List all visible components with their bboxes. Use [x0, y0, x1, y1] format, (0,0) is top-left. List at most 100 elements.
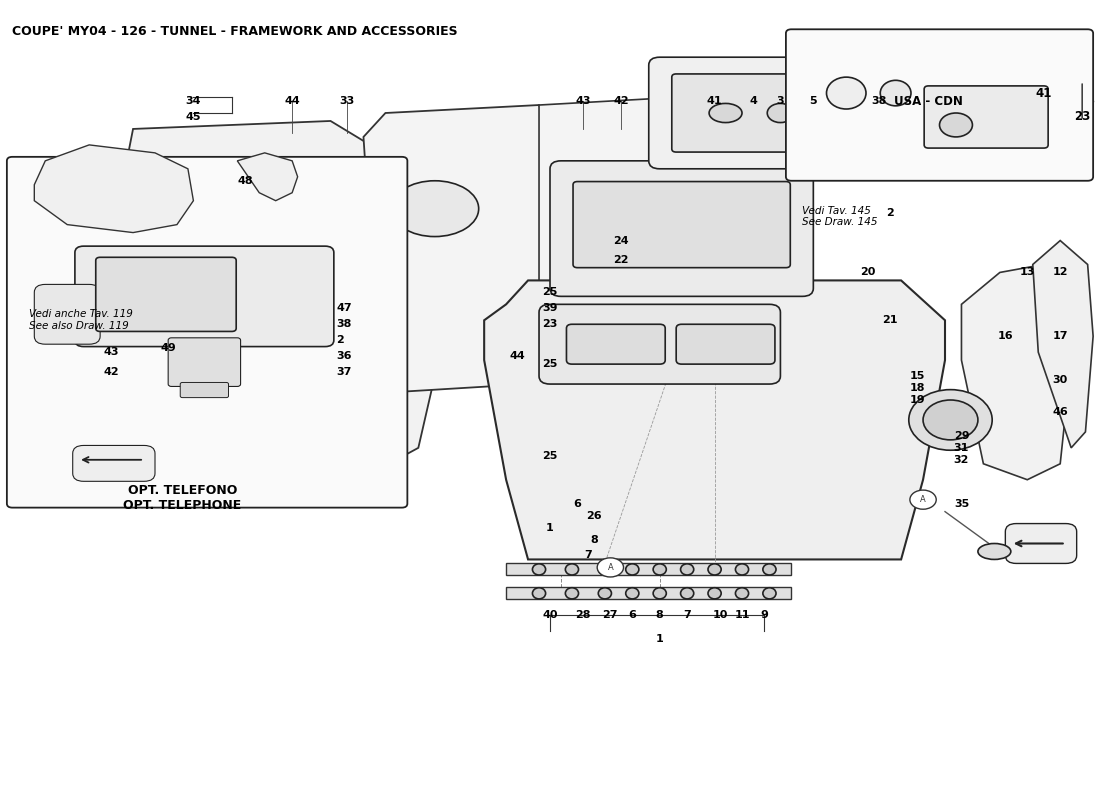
Text: 48: 48	[238, 176, 253, 186]
Text: 27: 27	[603, 610, 618, 620]
Ellipse shape	[909, 390, 992, 450]
Text: 38: 38	[336, 319, 351, 330]
Text: 46: 46	[1053, 407, 1068, 417]
Text: 9: 9	[760, 610, 768, 620]
FancyBboxPatch shape	[649, 57, 890, 169]
Text: 41: 41	[1035, 86, 1052, 99]
Ellipse shape	[763, 564, 776, 575]
Ellipse shape	[565, 564, 579, 575]
Text: A: A	[607, 563, 613, 572]
Text: 42: 42	[103, 367, 119, 377]
Ellipse shape	[681, 588, 694, 599]
Text: OPT. TELEFONO
OPT. TELEPHONE: OPT. TELEFONO OPT. TELEPHONE	[123, 484, 242, 512]
Text: ×: ×	[233, 367, 241, 377]
Text: 12: 12	[1053, 267, 1068, 278]
Ellipse shape	[681, 564, 694, 575]
Circle shape	[910, 490, 936, 510]
Text: 39: 39	[542, 303, 558, 314]
Ellipse shape	[598, 588, 612, 599]
FancyBboxPatch shape	[785, 30, 1093, 181]
Ellipse shape	[978, 543, 1011, 559]
Text: 11: 11	[735, 610, 750, 620]
Ellipse shape	[736, 564, 749, 575]
FancyBboxPatch shape	[96, 258, 236, 331]
Ellipse shape	[710, 103, 742, 122]
Text: 7: 7	[683, 610, 691, 620]
FancyBboxPatch shape	[1005, 523, 1077, 563]
Text: 2: 2	[887, 208, 894, 218]
Polygon shape	[1033, 241, 1093, 448]
FancyBboxPatch shape	[539, 304, 780, 384]
Ellipse shape	[626, 564, 639, 575]
FancyBboxPatch shape	[7, 157, 407, 508]
Ellipse shape	[532, 564, 546, 575]
Text: 49: 49	[161, 343, 176, 353]
Text: 8: 8	[590, 534, 597, 545]
Polygon shape	[506, 587, 791, 599]
Text: 25: 25	[542, 359, 558, 369]
Text: europares: europares	[571, 445, 793, 482]
Ellipse shape	[923, 400, 978, 440]
Text: 8: 8	[656, 610, 663, 620]
Text: 18: 18	[910, 383, 925, 393]
Text: 7: 7	[584, 550, 592, 561]
FancyBboxPatch shape	[180, 382, 229, 398]
Text: 5: 5	[810, 96, 817, 106]
Ellipse shape	[653, 588, 667, 599]
Text: 24: 24	[614, 235, 629, 246]
Ellipse shape	[708, 588, 722, 599]
Text: 23: 23	[542, 319, 558, 330]
Text: 2: 2	[336, 335, 344, 346]
Text: USA - CDN: USA - CDN	[894, 94, 962, 107]
Text: 43: 43	[575, 96, 591, 106]
Text: 16: 16	[998, 331, 1013, 342]
Ellipse shape	[565, 588, 579, 599]
Text: 20: 20	[860, 267, 876, 278]
Text: 44: 44	[284, 96, 300, 106]
Ellipse shape	[252, 362, 278, 382]
Text: 10: 10	[713, 610, 728, 620]
Ellipse shape	[736, 588, 749, 599]
Text: 42: 42	[614, 96, 629, 106]
Text: 1: 1	[656, 634, 663, 644]
Text: 21: 21	[882, 315, 898, 326]
FancyBboxPatch shape	[550, 161, 813, 296]
FancyBboxPatch shape	[566, 324, 666, 364]
Text: 26: 26	[586, 510, 602, 521]
Polygon shape	[961, 265, 1071, 480]
Text: 36: 36	[336, 351, 352, 361]
Text: 17: 17	[1053, 331, 1068, 342]
Text: A: A	[921, 495, 926, 504]
Ellipse shape	[626, 588, 639, 599]
Text: Vedi Tav. 145
See Draw. 145: Vedi Tav. 145 See Draw. 145	[802, 206, 878, 227]
Text: 41: 41	[707, 96, 723, 106]
Text: 15: 15	[910, 371, 925, 381]
Ellipse shape	[768, 103, 793, 122]
Text: COUPE' MY04 - 126 - TUNNEL - FRAMEWORK AND ACCESSORIES: COUPE' MY04 - 126 - TUNNEL - FRAMEWORK A…	[12, 26, 458, 38]
Text: 28: 28	[575, 610, 591, 620]
Text: 19: 19	[910, 395, 925, 405]
FancyBboxPatch shape	[34, 285, 100, 344]
Ellipse shape	[390, 181, 478, 237]
Text: 3: 3	[777, 96, 784, 106]
Text: 34: 34	[186, 96, 201, 106]
Text: 40: 40	[542, 610, 558, 620]
Text: 22: 22	[614, 255, 629, 266]
Text: 32: 32	[954, 454, 969, 465]
Text: 37: 37	[336, 367, 351, 377]
FancyBboxPatch shape	[672, 74, 867, 152]
Text: 44: 44	[509, 351, 525, 361]
Text: 4: 4	[749, 96, 757, 106]
Ellipse shape	[653, 564, 667, 575]
Text: 43: 43	[103, 347, 119, 357]
FancyBboxPatch shape	[75, 246, 333, 346]
Polygon shape	[484, 281, 945, 559]
Ellipse shape	[763, 588, 776, 599]
FancyBboxPatch shape	[924, 86, 1048, 148]
Text: Vedi anche Tav. 119
See also Draw. 119: Vedi anche Tav. 119 See also Draw. 119	[29, 310, 133, 331]
Polygon shape	[363, 105, 561, 392]
Text: 35: 35	[954, 498, 969, 509]
Text: 45: 45	[186, 112, 201, 122]
Text: 25: 25	[542, 451, 558, 461]
Polygon shape	[539, 97, 704, 384]
